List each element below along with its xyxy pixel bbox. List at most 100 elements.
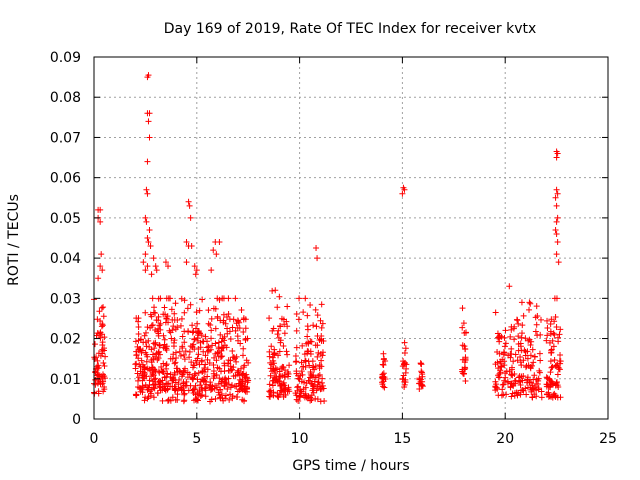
data-point: [317, 317, 324, 324]
data-point: [213, 371, 220, 378]
data-point: [319, 352, 326, 359]
data-point: [527, 364, 534, 371]
data-point: [227, 391, 234, 398]
data-point: [305, 377, 312, 384]
data-point: [305, 340, 312, 347]
data-point: [527, 300, 534, 307]
data-point: [94, 380, 101, 387]
data-point: [163, 361, 170, 368]
data-point: [149, 321, 156, 328]
data-point: [189, 387, 196, 394]
data-point: [493, 381, 500, 388]
data-point: [167, 374, 174, 381]
data-point: [459, 305, 466, 312]
data-point: [520, 312, 527, 319]
data-point: [91, 356, 98, 363]
data-point: [210, 368, 217, 375]
y-tick-label: 0.07: [50, 130, 81, 146]
data-point: [193, 267, 200, 274]
data-point: [462, 378, 469, 385]
data-point: [502, 327, 509, 334]
data-point: [552, 194, 559, 201]
data-point: [240, 328, 247, 335]
data-point: [309, 364, 316, 371]
data-point: [382, 375, 389, 382]
data-point: [163, 345, 170, 352]
data-point: [138, 386, 145, 393]
data-point: [152, 375, 159, 382]
data-point: [552, 314, 559, 321]
data-point: [134, 383, 141, 390]
data-point: [242, 388, 249, 395]
y-tick-label: 0.09: [50, 50, 81, 66]
data-point: [536, 350, 543, 357]
data-point: [511, 336, 518, 343]
data-point: [553, 230, 560, 237]
data-point: [507, 333, 514, 340]
data-point: [298, 368, 305, 375]
data-point: [159, 397, 166, 404]
data-point: [210, 375, 217, 382]
data-point: [546, 375, 553, 382]
data-point: [170, 323, 177, 330]
data-point: [304, 323, 311, 330]
data-point: [280, 343, 287, 350]
data-point: [267, 372, 274, 379]
data-point: [178, 295, 185, 302]
data-point: [401, 350, 408, 357]
data-point: [225, 360, 232, 367]
data-point: [276, 348, 283, 355]
data-point: [144, 190, 151, 197]
data-point: [147, 392, 154, 399]
data-point: [298, 359, 305, 366]
data-point: [142, 339, 149, 346]
data-point: [171, 316, 178, 323]
data-point: [195, 370, 202, 377]
data-point: [145, 384, 152, 391]
data-point: [292, 359, 299, 366]
data-point: [192, 382, 199, 389]
data-point: [97, 206, 104, 213]
data-point: [187, 301, 194, 308]
data-point: [286, 388, 293, 395]
data-point: [274, 304, 281, 311]
data-point: [155, 349, 162, 356]
data-point: [553, 186, 560, 193]
data-point: [498, 364, 505, 371]
data-point: [533, 321, 540, 328]
data-point: [95, 275, 102, 282]
data-point: [295, 383, 302, 390]
data-point: [147, 388, 154, 395]
data-point: [239, 396, 246, 403]
data-point: [519, 322, 526, 329]
data-point: [308, 338, 315, 345]
data-point: [213, 357, 220, 364]
data-point: [210, 362, 217, 369]
data-point: [161, 374, 168, 381]
data-point: [214, 313, 221, 320]
data-point: [222, 375, 229, 382]
data-point: [133, 392, 140, 399]
data-point: [179, 343, 186, 350]
data-point: [545, 381, 552, 388]
data-point: [241, 387, 248, 394]
data-point: [95, 330, 102, 337]
data-point: [101, 363, 108, 370]
data-point: [99, 322, 106, 329]
data-point: [233, 383, 240, 390]
y-axis-label: ROTI / TECUs: [6, 194, 22, 286]
data-point: [518, 299, 525, 306]
data-point: [135, 337, 142, 344]
data-point: [403, 365, 410, 372]
data-point: [152, 326, 159, 333]
data-point: [418, 369, 425, 376]
data-point: [547, 358, 554, 365]
data-point: [462, 346, 469, 353]
data-point: [552, 226, 559, 233]
data-point: [186, 354, 193, 361]
data-point: [550, 330, 557, 337]
data-point: [270, 360, 277, 367]
data-point: [557, 351, 564, 358]
data-point: [186, 348, 193, 355]
data-point: [186, 202, 193, 209]
